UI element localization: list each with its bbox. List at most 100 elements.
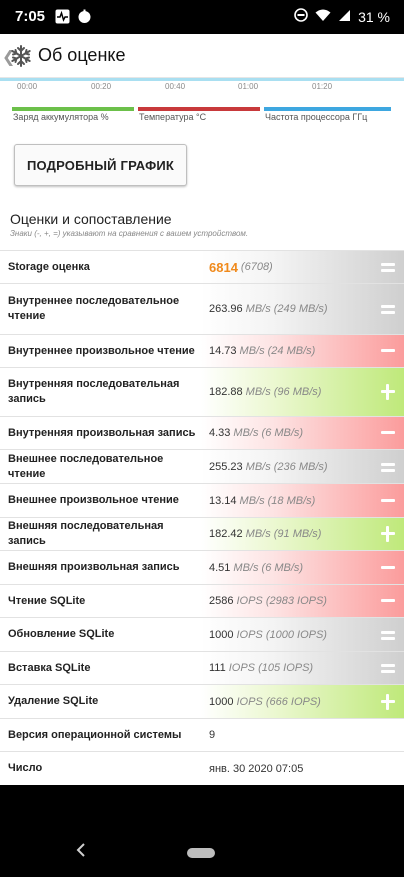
dnd-icon bbox=[294, 8, 308, 25]
section-note: Знаки (-, +, =) указывают на сравнения с… bbox=[10, 229, 249, 238]
row-value: 14.73 bbox=[209, 345, 237, 357]
row-label: Внутренняя произвольная запись bbox=[8, 426, 196, 439]
battery-text: 31 % bbox=[358, 8, 390, 25]
row-value: 263.96 bbox=[209, 303, 243, 315]
row-value-cell: 4.33 MB/s (6 MB/s) bbox=[201, 417, 404, 449]
equal-icon bbox=[380, 627, 396, 643]
activity-icon bbox=[55, 9, 70, 29]
row-comparison: MB/s (96 MB/s) bbox=[245, 386, 322, 398]
row-label: Версия операционной системы bbox=[8, 728, 182, 741]
row-value-cell: 182.88 MB/s (96 MB/s) bbox=[201, 368, 404, 416]
row-label: Вставка SQLite bbox=[8, 661, 91, 674]
row-comparison: MB/s (236 MB/s) bbox=[245, 460, 328, 473]
table-row: Внутренняя последовательная запись 182.88… bbox=[0, 367, 404, 416]
row-value: 13.14 bbox=[209, 494, 237, 507]
row-label: Внешнее произвольное чтение bbox=[8, 494, 179, 506]
table-row: Внешняя последовательная запись 182.42 MB/… bbox=[0, 517, 404, 550]
row-value-cell: 1000 IOPS (666 IOPS) bbox=[201, 685, 404, 718]
row-value: янв. 30 2020 07:05 bbox=[209, 762, 304, 775]
row-value: 9 bbox=[209, 729, 216, 741]
row-label: Внешняя последовательная запись bbox=[8, 520, 164, 547]
table-row: Внешнее последовательное чтение 255.23 MB/… bbox=[0, 449, 404, 483]
row-value-cell: 2586 IOPS (2983 IOPS) bbox=[201, 585, 404, 617]
home-pill-icon[interactable] bbox=[187, 848, 215, 858]
row-comparison: MB/s (6 MB/s) bbox=[233, 427, 304, 439]
row-label: Чтение SQLite bbox=[8, 594, 86, 607]
table-row: Внешняя произвольная запись 4.51 MB/s (6 M… bbox=[0, 550, 404, 584]
equal-icon bbox=[380, 660, 396, 676]
legend-battery-swatch bbox=[12, 107, 134, 111]
row-label: Storage оценка bbox=[8, 260, 90, 273]
row-value: 2586 bbox=[209, 595, 234, 607]
row-label: Удаление SQLite bbox=[8, 695, 99, 707]
axis-tick: 00:00 bbox=[17, 82, 38, 91]
status-right: 31 % bbox=[294, 8, 390, 25]
minus-icon bbox=[380, 425, 396, 441]
row-value-cell: янв. 30 2020 07:05 bbox=[201, 752, 404, 785]
row-value-cell: 255.23 MB/s (236 MB/s) bbox=[201, 450, 404, 483]
app-bar: ❮ Об оценке bbox=[0, 34, 404, 78]
row-value: 4.51 bbox=[209, 561, 231, 574]
equal-icon bbox=[380, 259, 396, 275]
row-label: Внешняя произвольная запись bbox=[8, 561, 180, 573]
status-time: 7:05 bbox=[15, 8, 46, 25]
table-row: Удаление SQLite 1000 IOPS (666 IOPS) bbox=[0, 684, 404, 718]
navigation-bar bbox=[0, 785, 404, 877]
row-value: 182.42 bbox=[209, 528, 243, 540]
detailed-chart-button[interactable]: ПОДРОБНЫЙ ГРАФИК bbox=[14, 144, 187, 186]
row-label: Обновление SQLite bbox=[8, 628, 115, 640]
table-row: Обновление SQLite 1000 IOPS (1000 IOPS) bbox=[0, 617, 404, 651]
row-comparison: MB/s (6 MB/s) bbox=[233, 561, 304, 574]
table-row: Внутреннее произвольное чтение 14.73 MB/s … bbox=[0, 334, 404, 367]
status-bar: 7:05 31 % bbox=[0, 0, 404, 34]
table-row: Вставка SQLite 111 IOPS (105 IOPS) bbox=[0, 651, 404, 684]
row-comparison: IOPS (2983 IOPS) bbox=[236, 595, 327, 607]
signal-icon bbox=[338, 9, 351, 25]
row-comparison: (6708) bbox=[240, 261, 273, 273]
score-table: Storage оценка 6814 (6708) Внутреннее после… bbox=[0, 250, 404, 785]
legend-temperature-label: Температура °C bbox=[139, 112, 207, 122]
row-comparison: MB/s (18 MB/s) bbox=[239, 494, 316, 507]
row-value-cell: 1000 IOPS (1000 IOPS) bbox=[201, 618, 404, 651]
row-comparison: IOPS (105 IOPS) bbox=[228, 662, 314, 674]
axis-tick: 01:00 bbox=[238, 82, 259, 91]
table-row: Внешнее произвольное чтение 13.14 MB/s (18… bbox=[0, 483, 404, 517]
row-value: 1000 bbox=[209, 628, 234, 641]
minus-icon bbox=[380, 593, 396, 609]
legend-battery-label: Заряд аккумулятора % bbox=[13, 112, 109, 122]
row-comparison: MB/s (24 MB/s) bbox=[239, 345, 316, 357]
table-row: Число янв. 30 2020 07:05 bbox=[0, 751, 404, 785]
plus-icon bbox=[380, 526, 396, 542]
legend-temperature-swatch bbox=[138, 107, 260, 111]
minus-icon bbox=[380, 493, 396, 509]
nav-back-icon[interactable] bbox=[76, 843, 86, 862]
axis-tick: 00:20 bbox=[91, 82, 112, 91]
minus-icon bbox=[380, 560, 396, 576]
table-row: Внутренняя произвольная запись 4.33 MB/s (… bbox=[0, 416, 404, 449]
content-area[interactable]: 00:00 00:20 00:40 01:00 01:20 Заряд акку… bbox=[0, 78, 404, 785]
row-label: Число bbox=[8, 762, 43, 774]
table-row: Storage оценка 6814 (6708) bbox=[0, 250, 404, 283]
table-row: Чтение SQLite 2586 IOPS (2983 IOPS) bbox=[0, 584, 404, 617]
equal-icon bbox=[380, 301, 396, 317]
chart-strip bbox=[0, 78, 404, 81]
row-comparison: MB/s (249 MB/s) bbox=[245, 303, 328, 315]
equal-icon bbox=[380, 459, 396, 475]
row-value-cell: 6814 (6708) bbox=[201, 251, 404, 283]
row-value-cell: 13.14 MB/s (18 MB/s) bbox=[201, 484, 404, 517]
wifi-icon bbox=[315, 9, 331, 25]
section-title: Оценки и сопоставление bbox=[10, 211, 172, 227]
sync-icon bbox=[77, 9, 92, 29]
row-value-cell: 263.96 MB/s (249 MB/s) bbox=[201, 284, 404, 334]
axis-tick: 00:40 bbox=[165, 82, 186, 91]
plus-icon bbox=[380, 693, 396, 710]
axis-tick: 01:20 bbox=[312, 82, 333, 91]
table-row: Внутреннее последовательное чтение 263.96… bbox=[0, 283, 404, 334]
row-value: 4.33 bbox=[209, 427, 231, 439]
row-label: Внутренняя последовательная запись bbox=[8, 378, 180, 405]
row-value: 255.23 bbox=[209, 460, 243, 473]
row-value: 1000 bbox=[209, 695, 234, 708]
row-comparison: MB/s (91 MB/s) bbox=[245, 528, 322, 540]
row-comparison: IOPS (1000 IOPS) bbox=[236, 628, 327, 641]
row-value-cell: 9 bbox=[201, 719, 404, 751]
